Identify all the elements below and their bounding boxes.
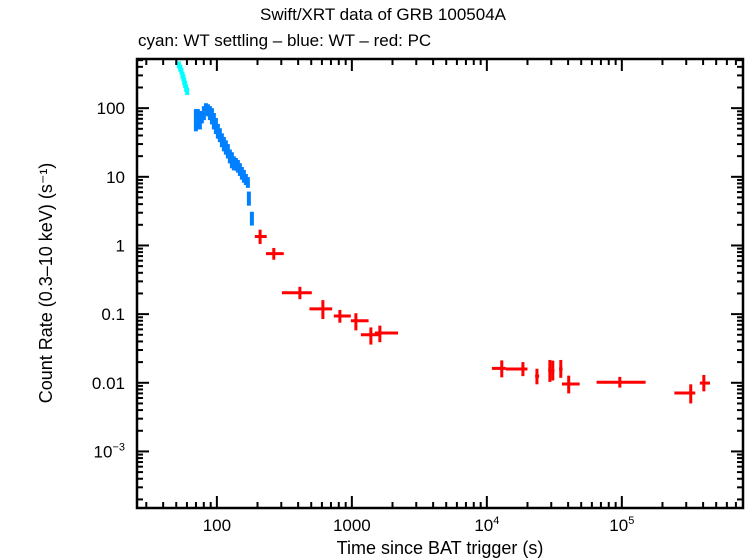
data-point	[561, 375, 580, 394]
data-point	[360, 327, 380, 345]
x-axis-label: Time since BAT trigger (s)	[337, 538, 544, 558]
series-wt	[193, 103, 254, 226]
data-point	[350, 313, 369, 331]
data-point	[254, 229, 267, 245]
data-point	[548, 359, 552, 382]
data-point	[551, 360, 555, 381]
data-point	[185, 87, 190, 96]
y-tick-label: 0.1	[101, 305, 125, 324]
data-point	[246, 191, 251, 206]
plot-marks	[176, 61, 711, 404]
data-point	[333, 309, 351, 323]
series-pc	[254, 229, 711, 404]
y-tick-label: 1	[116, 236, 125, 255]
x-tick-label: 105	[609, 515, 634, 535]
x-tick-label: 104	[474, 515, 499, 535]
data-point	[491, 360, 506, 378]
chart-subtitle: cyan: WT settling – blue: WT – red: PC	[138, 31, 431, 50]
y-tick-label: 100	[97, 99, 125, 118]
data-point	[374, 325, 399, 343]
x-tick-label: 1000	[333, 516, 371, 535]
data-point	[245, 177, 250, 188]
series-wt-settling	[176, 61, 190, 96]
data-point	[505, 362, 528, 377]
y-axis-label: Count Rate (0.3–10 keV) (s⁻¹)	[36, 163, 56, 404]
chart-title: Swift/XRT data of GRB 100504A	[260, 5, 507, 24]
plot-frame	[135, 57, 745, 510]
data-point	[699, 374, 711, 392]
data-point	[309, 300, 333, 319]
x-tick-label: 100	[203, 516, 231, 535]
y-tick-label: 10	[106, 168, 125, 187]
data-point	[265, 247, 284, 260]
data-point	[249, 211, 254, 226]
data-point	[674, 384, 696, 404]
data-point	[535, 368, 540, 385]
tick-labels: 100 1000 104 105 100 10 1 0.1 0.01 10−3	[92, 99, 634, 535]
y-tick-label: 10−3	[94, 441, 125, 461]
data-point	[559, 359, 563, 378]
data-point	[596, 376, 646, 388]
y-tick-label: 0.01	[92, 374, 125, 393]
data-point	[281, 286, 312, 300]
axis-ticks	[137, 59, 743, 508]
